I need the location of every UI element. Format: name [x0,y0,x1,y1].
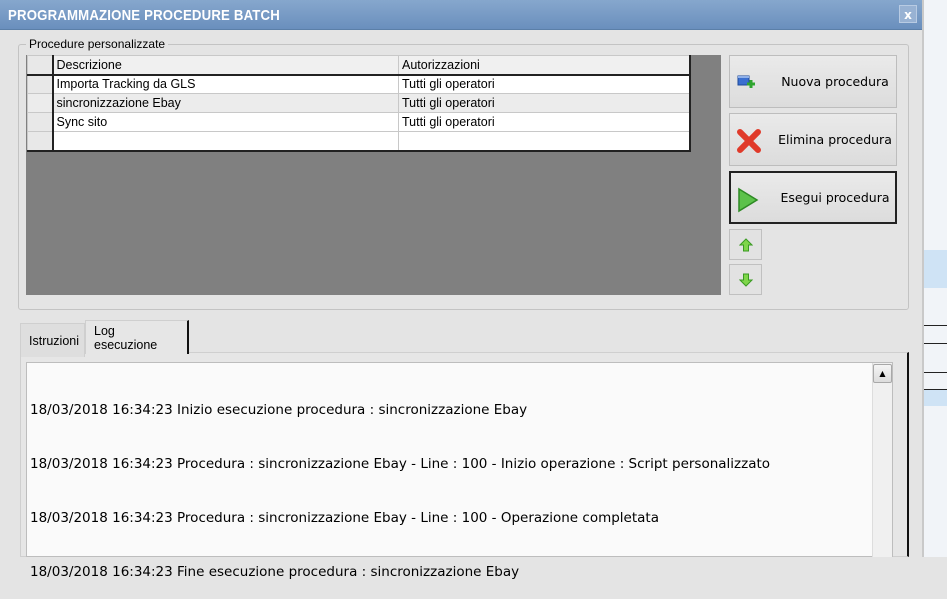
background-strip [924,390,947,406]
cell-autorizzazioni[interactable]: Tutti gli operatori [398,74,691,94]
row-selector[interactable] [27,112,54,132]
move-up-button[interactable] [729,229,762,260]
log-textarea[interactable] [26,362,893,557]
table-row-new[interactable] [27,131,691,151]
cell-autorizzazioni[interactable]: Tutti gli operatori [398,112,691,132]
new-procedure-button[interactable]: Nuova procedura [729,55,897,108]
procedures-groupbox [18,44,909,310]
table-row[interactable]: sincronizzazione Ebay Tutti gli operator… [27,93,691,113]
groupbox-label: Procedure personalizzate [26,37,169,51]
background-line [924,325,947,326]
cell-autorizzazioni[interactable]: Tutti gli operatori [398,93,691,113]
cell-descrizione[interactable]: Sync sito [52,112,399,132]
window-title: PROGRAMMAZIONE PROCEDURE BATCH [8,7,280,24]
row-selector[interactable] [27,131,54,151]
scroll-up-arrow-icon[interactable]: ▲ [873,364,892,383]
background-strip [924,250,947,288]
close-button[interactable]: x [899,5,917,23]
column-header-autorizzazioni[interactable]: Autorizzazioni [398,55,691,76]
cell-descrizione[interactable]: sincronizzazione Ebay [52,93,399,113]
tab-log-esecuzione[interactable]: Log esecuzione [85,320,189,354]
log-line: 18/03/2018 16:34:23 Procedura : sincroni… [30,510,659,526]
run-procedure-label: Esegui procedura [780,190,890,205]
delete-procedure-button[interactable]: Elimina procedura [729,113,897,166]
log-scrollbar[interactable] [872,363,892,557]
row-selector[interactable] [27,93,54,113]
table-row[interactable]: Importa Tracking da GLS Tutti gli operat… [27,74,691,94]
cell-descrizione[interactable]: Importa Tracking da GLS [52,74,399,94]
background-line [924,389,947,390]
title-bar: PROGRAMMAZIONE PROCEDURE BATCH x [0,0,922,30]
tab-istruzioni[interactable]: Istruzioni [20,323,85,357]
move-down-button[interactable] [729,264,762,295]
background-line [924,343,947,344]
table-row[interactable]: Sync sito Tutti gli operatori [27,112,691,132]
run-procedure-button[interactable]: Esegui procedura [729,171,897,224]
row-selector[interactable] [27,74,54,94]
column-header-descrizione[interactable]: Descrizione [52,55,399,76]
background-window [922,0,947,557]
add-window-icon [737,75,755,88]
delete-procedure-label: Elimina procedura [778,132,892,147]
row-header-corner [27,55,54,76]
cell-descrizione[interactable] [52,131,399,151]
log-line: 18/03/2018 16:34:23 Fine esecuzione proc… [30,564,520,580]
background-line [924,372,947,373]
log-lines: 18/03/2018 16:34:23 Inizio esecuzione pr… [30,365,770,599]
log-line: 18/03/2018 16:34:23 Inizio esecuzione pr… [30,402,528,418]
green-play-icon [738,187,759,213]
table-header-row: Descrizione Autorizzazioni [27,55,691,76]
new-procedure-label: Nuova procedura [781,74,889,89]
green-arrow-up-icon [738,237,753,251]
cell-autorizzazioni[interactable] [398,131,691,151]
log-line: 18/03/2018 16:34:23 Procedura : sincroni… [30,456,771,472]
red-x-icon [737,129,761,153]
procedures-table: Descrizione Autorizzazioni Importa Track… [27,55,691,152]
green-arrow-down-icon [738,273,753,287]
